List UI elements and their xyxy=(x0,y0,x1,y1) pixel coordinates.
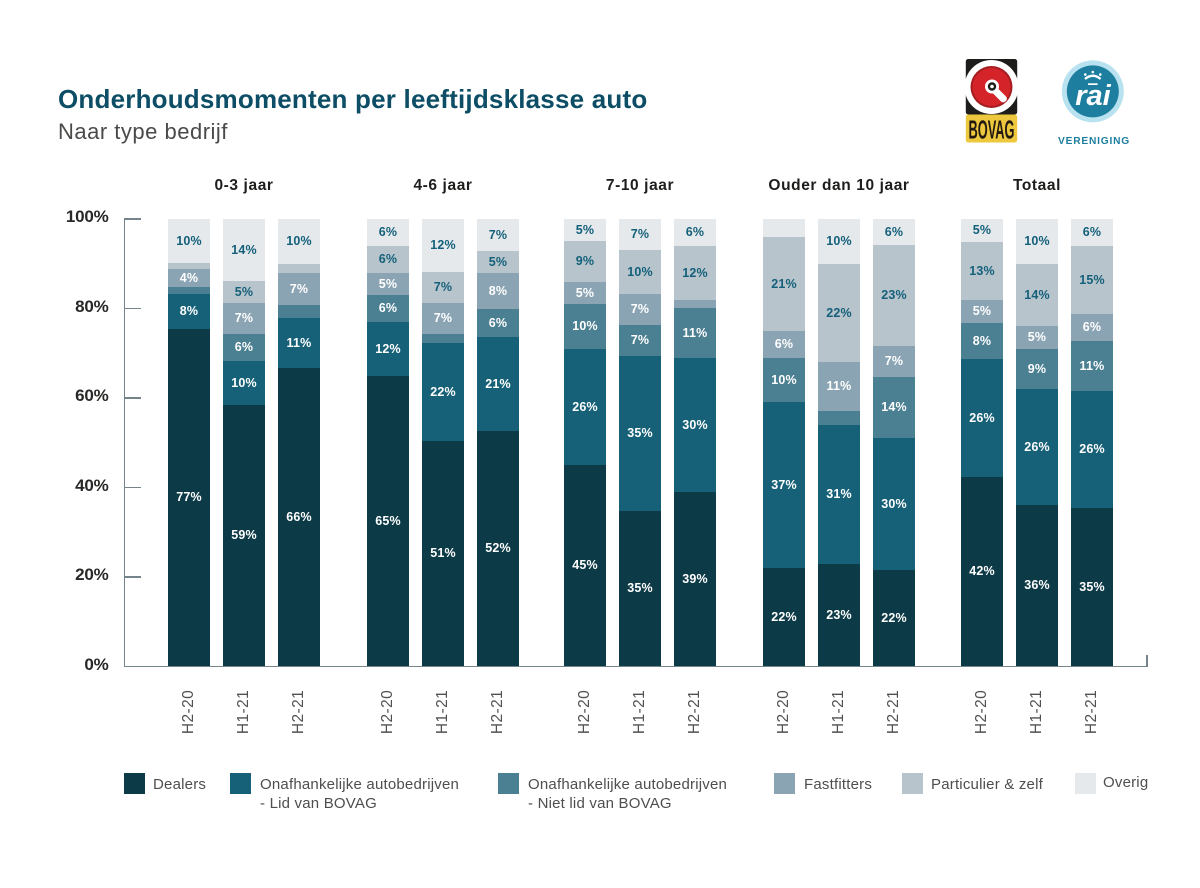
svg-text:BOVAG: BOVAG xyxy=(969,115,1015,144)
svg-text:VERENIGING: VERENIGING xyxy=(1058,136,1130,147)
svg-text:rai: rai xyxy=(1075,80,1111,112)
